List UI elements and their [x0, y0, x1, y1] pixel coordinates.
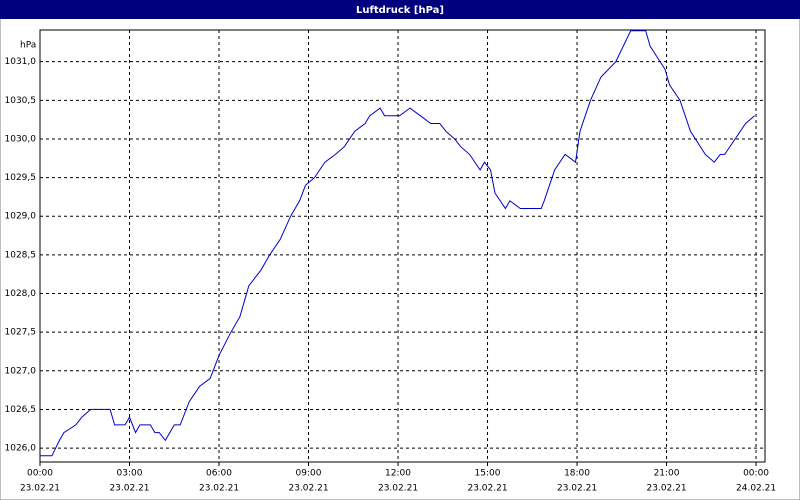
- y-tick-label: 1030,0: [5, 134, 37, 144]
- y-tick-label: 1030,5: [5, 96, 37, 106]
- x-tick-date: 23.02.21: [288, 484, 328, 494]
- y-tick-label: 1026,0: [5, 444, 37, 454]
- y-axis-label: hPa: [20, 41, 36, 51]
- y-tick-label: 1026,5: [5, 405, 37, 415]
- x-tick-date: 23.02.21: [199, 484, 239, 494]
- x-tick-label: 09:00: [296, 469, 322, 479]
- y-tick-label: 1029,5: [5, 173, 37, 183]
- title-bar: [0, 0, 800, 19]
- y-tick-label: 1029,0: [5, 212, 37, 222]
- y-tick-label: 1027,0: [5, 366, 37, 376]
- data-line: [40, 30, 755, 457]
- x-tick-date: 23.02.21: [557, 484, 597, 494]
- x-tick-date: 23.02.21: [647, 484, 687, 494]
- x-tick-label: 06:00: [206, 469, 232, 479]
- x-tick-date: 24.02.21: [736, 484, 776, 494]
- x-tick-label: 12:00: [385, 469, 411, 479]
- x-tick-label: 15:00: [475, 469, 501, 479]
- x-tick-label: 03:00: [117, 469, 143, 479]
- x-tick-label: 18:00: [564, 469, 590, 479]
- chart-title: Luftdruck [hPa]: [356, 5, 444, 16]
- y-tick-label: 1028,5: [5, 250, 37, 260]
- x-tick-date: 23.02.21: [20, 484, 60, 494]
- x-tick-date: 23.02.21: [378, 484, 418, 494]
- x-tick-label: 00:00: [743, 469, 769, 479]
- x-tick-date: 23.02.21: [467, 484, 507, 494]
- x-tick-date: 23.02.21: [109, 484, 149, 494]
- x-tick-label: 21:00: [654, 469, 680, 479]
- x-tick-label: 00:00: [27, 469, 53, 479]
- y-tick-label: 1028,0: [5, 289, 37, 299]
- y-tick-label: 1031,0: [5, 57, 37, 67]
- y-tick-label: 1027,5: [5, 328, 37, 338]
